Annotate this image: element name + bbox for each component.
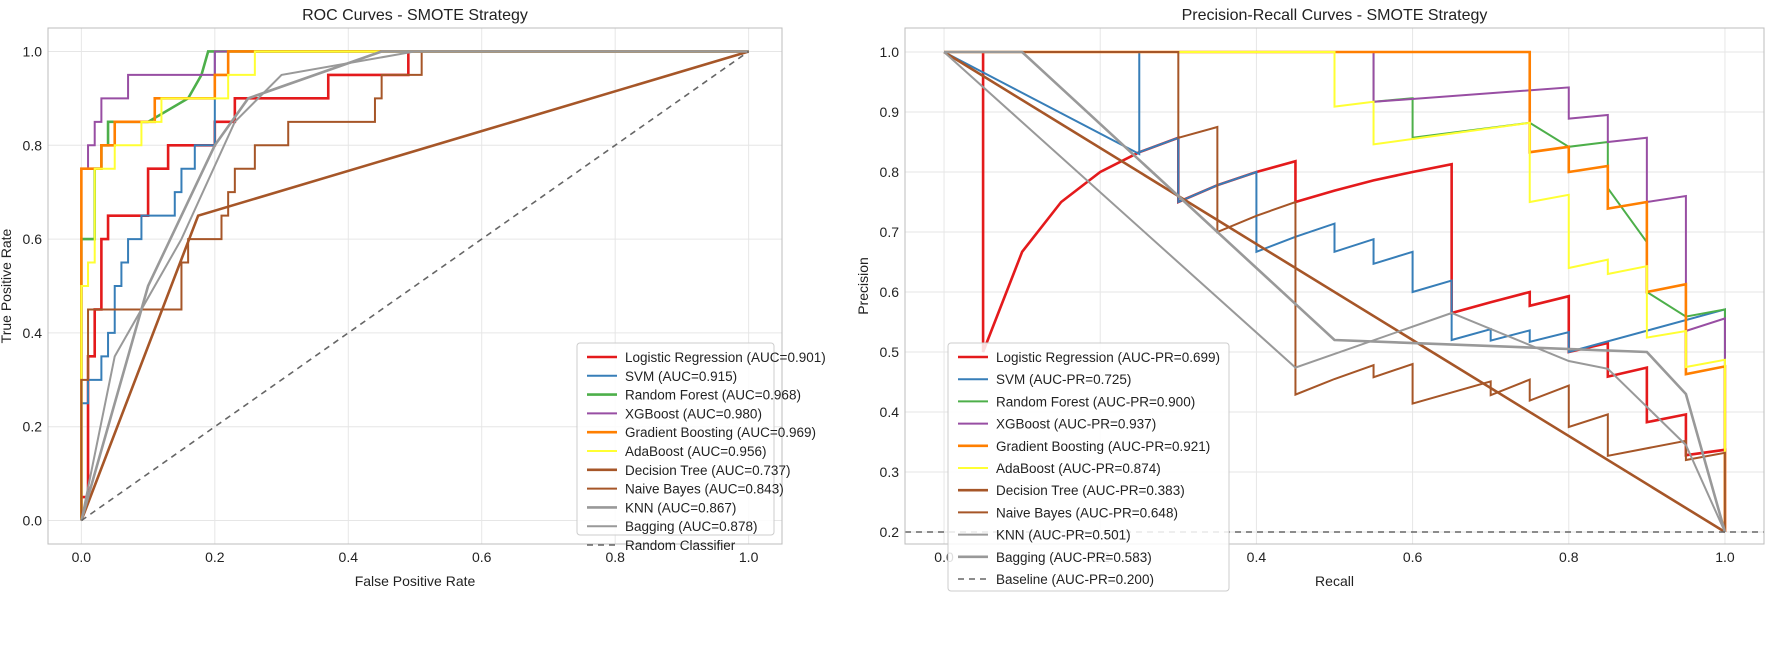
x-tick-label: 0.4 xyxy=(1247,549,1267,565)
legend-label: SVM (AUC-PR=0.725) xyxy=(996,372,1131,387)
chart-panel-0: 0.0 0.2 0.4 0.6 0.8 1.0 0.0 0.2 0.4 0.6 0.8 1.0 ROC … xyxy=(0,7,826,589)
series-line-6 xyxy=(80,50,750,522)
series-line-6 xyxy=(943,50,1726,534)
x-axis-title: Recall xyxy=(1315,573,1354,589)
legend-label: Random Forest (AUC=0.968) xyxy=(625,388,801,403)
x-axis-title: False Positive Rate xyxy=(355,573,476,589)
y-axis-title: Precision xyxy=(855,257,871,315)
series-line-9 xyxy=(944,50,1727,533)
legend-label: KNN (AUC=0.867) xyxy=(625,500,736,515)
legend-label: AdaBoost (AUC-PR=0.874) xyxy=(996,461,1161,476)
y-tick-label: 0.5 xyxy=(880,344,900,360)
legend-box xyxy=(576,342,775,536)
x-tick-label: 0.6 xyxy=(472,549,492,565)
series-line-10 xyxy=(80,50,750,522)
plot-frame xyxy=(904,27,1765,545)
legend-label: Random Classifier xyxy=(625,538,736,553)
y-tick-label: 0.6 xyxy=(880,284,900,300)
legend-label: AdaBoost (AUC=0.956) xyxy=(625,444,766,459)
y-tick-label: 0.4 xyxy=(880,404,900,420)
chart-title: ROC Curves - SMOTE Strategy xyxy=(302,7,528,24)
y-tick-label: 0.6 xyxy=(23,231,43,247)
x-tick-label: 0.0 xyxy=(72,549,92,565)
chart-panel-1: 0.00.20.40.60.81.00.20.30.40.50.60.70.80… xyxy=(855,7,1765,592)
series-line-5 xyxy=(944,51,1726,532)
series-line-0 xyxy=(80,50,749,521)
legend-label: Gradient Boosting (AUC-PR=0.921) xyxy=(996,439,1210,454)
legend-label: SVM (AUC=0.915) xyxy=(625,369,737,384)
legend-label: Decision Tree (AUC-PR=0.383) xyxy=(996,483,1185,498)
series-line-5 xyxy=(80,50,749,521)
chart-title: Precision-Recall Curves - SMOTE Strategy xyxy=(1182,7,1488,24)
legend-label: Naive Bayes (AUC=0.843) xyxy=(625,482,784,497)
y-tick-label: 0.4 xyxy=(23,325,43,341)
y-tick-label: 0.0 xyxy=(23,513,43,529)
y-tick-label: 0.2 xyxy=(880,524,900,540)
x-tick-label: 0.4 xyxy=(339,549,359,565)
plot-frame xyxy=(47,27,783,545)
series-line-1 xyxy=(943,51,1726,532)
legend-label: Bagging (AUC=0.878) xyxy=(625,519,757,534)
series-group xyxy=(905,50,1764,534)
legend-box xyxy=(947,342,1230,592)
x-tick-label: 0.2 xyxy=(205,549,225,565)
x-tick-label: 1.0 xyxy=(739,549,759,565)
legend-label: KNN (AUC-PR=0.501) xyxy=(996,528,1131,543)
x-tick-label: 0.6 xyxy=(1403,549,1423,565)
legend-label: Gradient Boosting (AUC=0.969) xyxy=(625,425,816,440)
legend-label: Naive Bayes (AUC-PR=0.648) xyxy=(996,505,1178,520)
y-tick-label: 0.8 xyxy=(880,164,900,180)
legend-label: Decision Tree (AUC=0.737) xyxy=(625,463,790,478)
y-tick-label: 0.9 xyxy=(880,104,900,120)
series-group xyxy=(80,50,750,522)
y-tick-label: 0.3 xyxy=(880,464,900,480)
series-line-1 xyxy=(80,50,749,521)
y-tick-label: 0.2 xyxy=(23,419,43,435)
series-line-9 xyxy=(80,50,749,521)
x-tick-label: 0.8 xyxy=(605,549,625,565)
y-tick-label: 1.0 xyxy=(880,44,900,60)
x-tick-label: 0.8 xyxy=(1559,549,1579,565)
y-tick-label: 0.8 xyxy=(23,137,43,153)
legend-label: Baseline (AUC-PR=0.200) xyxy=(996,572,1154,587)
legend-label: Random Forest (AUC-PR=0.900) xyxy=(996,394,1195,409)
legend-label: XGBoost (AUC=0.980) xyxy=(625,406,762,421)
y-tick-label: 1.0 xyxy=(23,43,43,59)
y-tick-label: 0.7 xyxy=(880,224,900,240)
legend-label: XGBoost (AUC-PR=0.937) xyxy=(996,417,1156,432)
legend-label: Logistic Regression (AUC-PR=0.699) xyxy=(996,350,1220,365)
series-line-7 xyxy=(80,50,749,521)
series-line-8 xyxy=(943,51,1726,533)
x-tick-label: 1.0 xyxy=(1715,549,1735,565)
legend: Logistic Regression (AUC-PR=0.699) SVM (A… xyxy=(947,342,1230,592)
legend-label: Bagging (AUC-PR=0.583) xyxy=(996,550,1152,565)
y-axis-title: True Positive Rate xyxy=(0,228,14,343)
legend: Logistic Regression (AUC=0.901) SVM (AUC=… xyxy=(576,342,826,553)
legend-label: Logistic Regression (AUC=0.901) xyxy=(625,350,826,365)
